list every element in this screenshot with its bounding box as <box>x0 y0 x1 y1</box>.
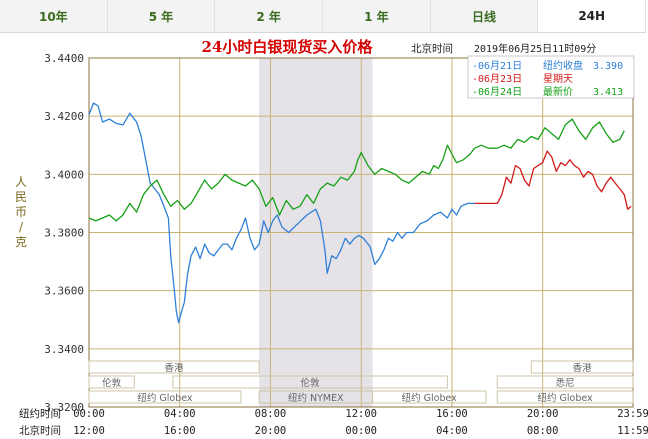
row-label-newyork: 纽约时间 <box>19 407 61 420</box>
session-box <box>172 375 448 389</box>
session-label: 纽约 Globex <box>402 392 458 404</box>
legend-label: 最新价 <box>543 85 573 98</box>
y-axis-label-char: / <box>19 220 24 234</box>
session-label: 香港 <box>165 362 185 374</box>
x-tick-label-beijing: 16:00 <box>164 425 196 437</box>
x-tick-label-newyork: 12:00 <box>345 408 377 420</box>
y-axis-label: 人民币/克 <box>15 175 27 249</box>
tab-5-year[interactable]: 5 年 <box>107 0 216 32</box>
session-label: 悉尼 <box>556 377 575 389</box>
series-line-1 <box>474 150 632 210</box>
series-line-0 <box>88 102 475 324</box>
x-tick-label-beijing: 08:00 <box>527 425 559 437</box>
row-label-beijing: 北京时间 <box>19 424 61 437</box>
legend: -06月21日 纽约收盘 3.390 -06月23日 星期天 -06月24日 最新价 3.41… <box>467 55 635 99</box>
chart-title: 24小时白银现货买入价格 <box>202 38 374 56</box>
x-tick-label-newyork: 16:00 <box>436 408 468 420</box>
session-box <box>88 360 260 374</box>
session-label: 纽约 NYMEX <box>288 392 344 404</box>
y-tick-label: 3.4400 <box>44 52 84 65</box>
y-tick-label: 3.3800 <box>44 227 84 240</box>
y-axis-label-char: 克 <box>15 235 27 249</box>
session-label: 纽约 Globex <box>137 392 193 404</box>
tab-1-year[interactable]: 1 年 <box>323 0 431 32</box>
x-tick-label-newyork: 04:00 <box>164 408 196 420</box>
legend-entry: -06月24日 最新价 3.413 <box>472 85 623 98</box>
session-box <box>496 375 634 389</box>
x-tick-label-beijing: 11:59 <box>617 425 648 437</box>
tab-daily[interactable]: 日线 <box>430 0 539 32</box>
tab-24h[interactable]: 24H <box>538 0 647 32</box>
time-label: 北京时间 <box>411 42 453 55</box>
x-tick-label-newyork: 23:59 <box>617 408 648 420</box>
session-label: 香港 <box>573 362 593 374</box>
session-box <box>88 390 242 404</box>
legend-date: -06月23日 <box>472 73 522 85</box>
timestamp: 2019年06月25日11时09分 <box>474 42 596 55</box>
tab-2-year[interactable]: 2 年 <box>215 0 324 32</box>
x-tick-label-beijing: 04:00 <box>436 425 468 437</box>
session-box <box>530 360 634 374</box>
y-axis-label-char: 币 <box>15 205 27 219</box>
y-tick-label: 3.4000 <box>44 168 84 181</box>
legend-label: 星期天 <box>543 73 573 85</box>
legend-label: 纽约收盘 <box>543 59 583 72</box>
session-box <box>88 375 135 389</box>
range-tab-bar: 10年 5 年 2 年 1 年 日线 24H <box>0 0 647 33</box>
legend-entry: -06月21日 纽约收盘 3.390 <box>472 59 623 72</box>
legend-date: -06月21日 <box>472 60 522 72</box>
y-tick-label: 3.3200 <box>44 401 84 414</box>
session-label: 伦敦 <box>102 377 122 389</box>
series-line-2 <box>88 118 625 222</box>
legend-date: -06月24日 <box>472 86 522 98</box>
legend-box <box>467 55 635 99</box>
session-box <box>496 390 634 404</box>
session-box <box>372 390 487 404</box>
tab-10-year[interactable]: 10年 <box>0 0 108 32</box>
y-tick-label: 3.3600 <box>44 285 84 298</box>
y-axis-label-char: 人 <box>15 175 27 189</box>
plot-border <box>88 57 634 408</box>
legend-entry: -06月23日 星期天 <box>472 73 573 85</box>
x-tick-label-beijing: 20:00 <box>255 425 287 437</box>
x-tick-label-beijing: 12:00 <box>73 425 105 437</box>
session-label: 纽约 Globex <box>538 392 594 404</box>
y-axis-label-char: 民 <box>15 190 27 204</box>
x-tick-label-newyork: 08:00 <box>255 408 287 420</box>
y-tick-label: 3.3400 <box>44 343 84 356</box>
x-tick-label-newyork: 00:00 <box>73 408 105 420</box>
session-label: 伦敦 <box>301 377 321 389</box>
legend-value: 3.413 <box>593 87 623 98</box>
x-tick-label-beijing: 00:00 <box>345 425 377 437</box>
y-tick-label: 3.4200 <box>44 110 84 123</box>
x-tick-label-newyork: 20:00 <box>527 408 559 420</box>
legend-value: 3.390 <box>593 61 623 72</box>
